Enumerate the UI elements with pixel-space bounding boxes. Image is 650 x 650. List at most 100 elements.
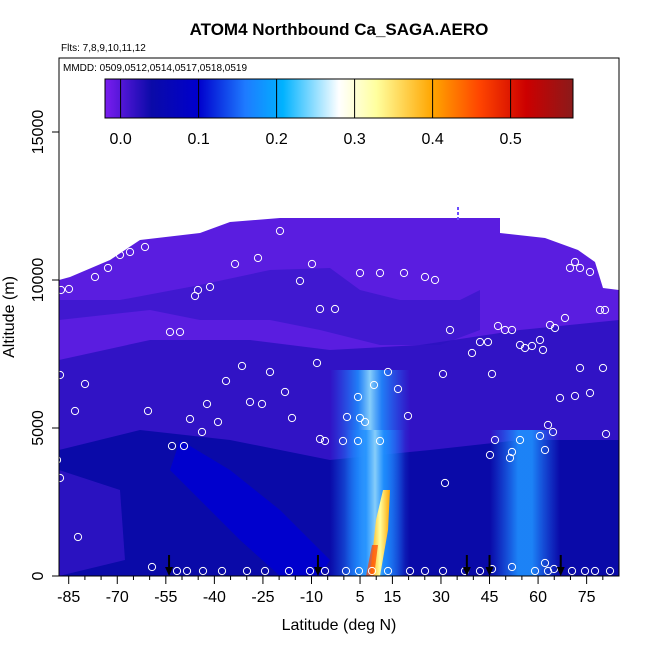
data-point [580,566,590,576]
x-axis-label: Latitude (deg N) [282,617,397,634]
colorbar-tick-label: 0.4 [421,131,443,148]
data-point [475,337,485,347]
data-point [103,263,113,273]
data-point [585,267,595,277]
data-point [56,285,66,295]
colorbar-tick-label: 0.0 [109,131,131,148]
data-point [280,387,290,397]
colorbar-tick-label: 0.5 [499,131,521,148]
data-point [115,250,125,260]
data-point [487,369,497,379]
data-point [575,363,585,373]
data-point [355,268,365,278]
data-point [230,259,240,269]
data-point [543,420,553,430]
data-point [440,478,450,488]
measurement-points [52,207,615,576]
data-point [475,566,485,576]
heatmap-field [59,218,619,576]
data-point [507,325,517,335]
data-point [295,276,305,286]
data-point [307,259,317,269]
data-point [80,379,90,389]
data-point [353,436,363,446]
data-point [190,291,200,301]
plot-frame [58,57,620,577]
data-point [548,427,558,437]
data-point [403,411,413,421]
data-point [598,363,608,373]
data-point [342,412,352,422]
field-upper-band [59,268,480,345]
data-point [540,558,550,568]
data-point [540,445,550,455]
y-tick-label: 10000 [30,258,47,303]
data-point [355,413,365,423]
data-point [315,434,325,444]
data-point [205,282,215,292]
data-point [147,562,157,572]
y-tick-label: 0 [30,571,47,580]
data-point [375,436,385,446]
data-point [595,305,605,315]
data-point [305,566,315,576]
data-point [167,441,177,451]
data-point [375,268,385,278]
x-tick-label: -85 [57,589,80,606]
data-point [575,263,585,273]
data-point [185,414,195,424]
x-tick-label: 5 [356,589,365,606]
data-point [312,358,322,368]
field-left-lower [59,470,125,576]
data-point [221,376,231,386]
data-point [405,566,415,576]
data-point [320,566,330,576]
y-tick-label: 5000 [30,410,47,446]
x-tick-label: 45 [481,589,499,606]
y-axis: 0 5000 10000 15000 [30,110,59,580]
data-point [315,304,325,314]
data-point [172,566,182,576]
field-plume-north [490,430,560,576]
data-point [360,417,370,427]
data-point [467,348,477,358]
data-point [287,413,297,423]
data-point [430,275,440,285]
profile-arrow-head [485,567,494,576]
data-point [367,566,377,576]
colorbar-tick-label: 0.1 [187,131,209,148]
data-point [507,562,517,572]
data-point [245,397,255,407]
data-point [237,361,247,371]
profile-arrow-head [165,567,174,576]
profile-arrows [165,555,565,576]
data-point [73,532,83,542]
data-point [505,453,515,463]
x-tick-label: 75 [578,589,596,606]
data-point [543,566,553,576]
x-tick-label: -10 [300,589,323,606]
data-point [338,436,348,446]
colorbar [104,78,574,119]
data-point [284,566,294,576]
field-diagonal-feature [170,440,330,576]
data-point [253,253,263,263]
data-point [560,313,570,323]
data-point [353,392,363,402]
data-point [175,327,185,337]
data-point [64,284,74,294]
data-point [420,272,430,282]
data-point [341,566,351,576]
data-point [555,393,565,403]
data-point [330,304,340,314]
data-point [125,247,135,257]
data-point [483,337,493,347]
data-point [445,325,455,335]
data-point [438,566,448,576]
data-point [55,370,65,380]
data-point [275,226,285,236]
data-point [490,435,500,445]
data-point [197,427,207,437]
data-point [90,272,100,282]
